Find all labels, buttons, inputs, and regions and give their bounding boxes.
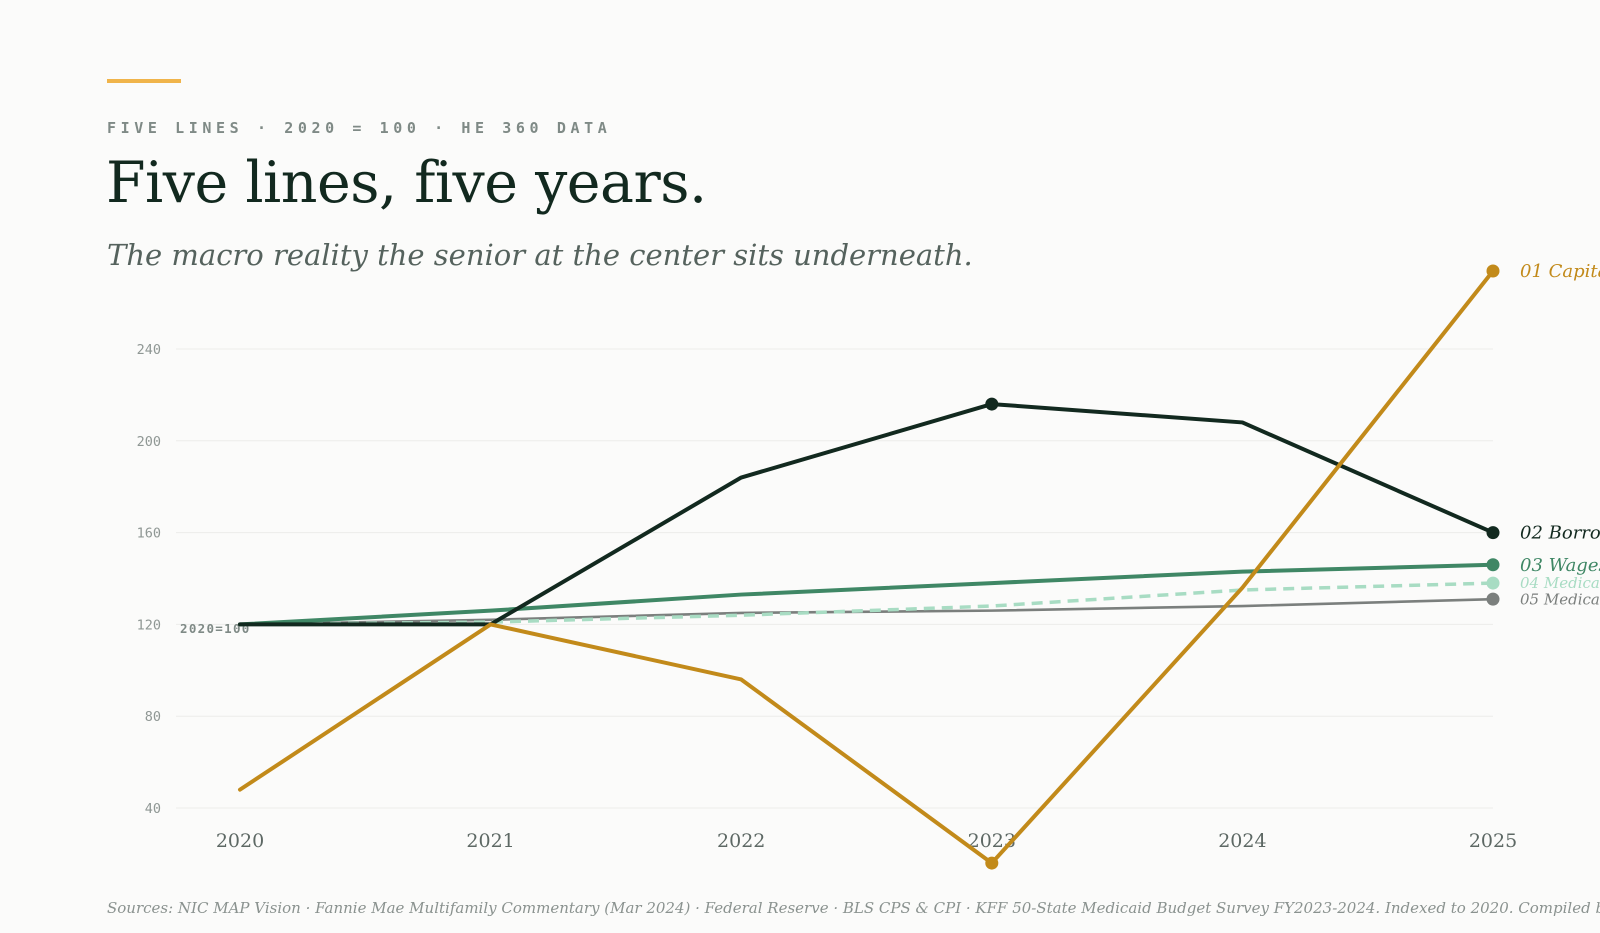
accent-rule xyxy=(107,79,181,83)
series-end-marker xyxy=(1486,576,1500,590)
series-end-label: 04 Medicaid xyxy=(1520,574,1600,592)
y-tick-label: 80 xyxy=(145,709,161,725)
x-tick-label: 2023 xyxy=(968,830,1016,852)
series-end-label: 02 Borrowing xyxy=(1520,523,1600,544)
y-tick-label: 200 xyxy=(137,434,161,450)
series-end-marker xyxy=(1486,264,1500,278)
series-end-marker xyxy=(1486,592,1500,606)
series-end-labels: 05 Medicaid04 Medicaid03 Wages 02 Borrowi… xyxy=(1520,261,1600,608)
series-end-marker xyxy=(1486,558,1500,572)
y-tick-label: 40 xyxy=(145,801,161,817)
series-end-marker xyxy=(1486,526,1500,540)
series-line xyxy=(238,402,1495,627)
page-subtitle: The macro reality the senior at the cent… xyxy=(107,238,973,272)
series-line xyxy=(238,597,1495,626)
x-tick-label: 2021 xyxy=(466,830,514,852)
x-tick-label: 2022 xyxy=(717,830,765,852)
series-end-label: 01 Capital xyxy=(1520,261,1600,282)
x-tick-labels: 2020 2021 2022 2023 2024 2025 xyxy=(216,830,1517,852)
x-tick-label: 2025 xyxy=(1469,830,1517,852)
series-trough-marker xyxy=(985,856,999,870)
baseline-label: 2020=100 xyxy=(180,621,251,636)
y-tick-label: 160 xyxy=(137,526,161,542)
series-lines xyxy=(238,268,1495,866)
eyebrow: FIVE LINES · 2020 = 100 · HE 360 DATA xyxy=(107,119,612,137)
series-peak-marker xyxy=(985,397,999,411)
series-line xyxy=(238,562,1495,627)
page-title: Five lines, five years. xyxy=(106,150,707,216)
series-markers xyxy=(985,264,1500,870)
y-tick-labels: 40 80 120 160 200 240 xyxy=(137,342,161,817)
x-tick-label: 2024 xyxy=(1218,830,1266,852)
y-tick-label: 240 xyxy=(137,342,161,358)
y-tick-label: 120 xyxy=(137,617,161,633)
series-line xyxy=(238,268,1495,866)
series-end-label: 03 Wages xyxy=(1520,555,1600,576)
sources-note: Sources: NIC MAP Vision · Fannie Mae Mul… xyxy=(107,899,1600,917)
series-end-label: 05 Medicaid xyxy=(1520,590,1600,608)
grid-lines xyxy=(176,348,1493,809)
x-tick-label: 2020 xyxy=(216,830,264,852)
